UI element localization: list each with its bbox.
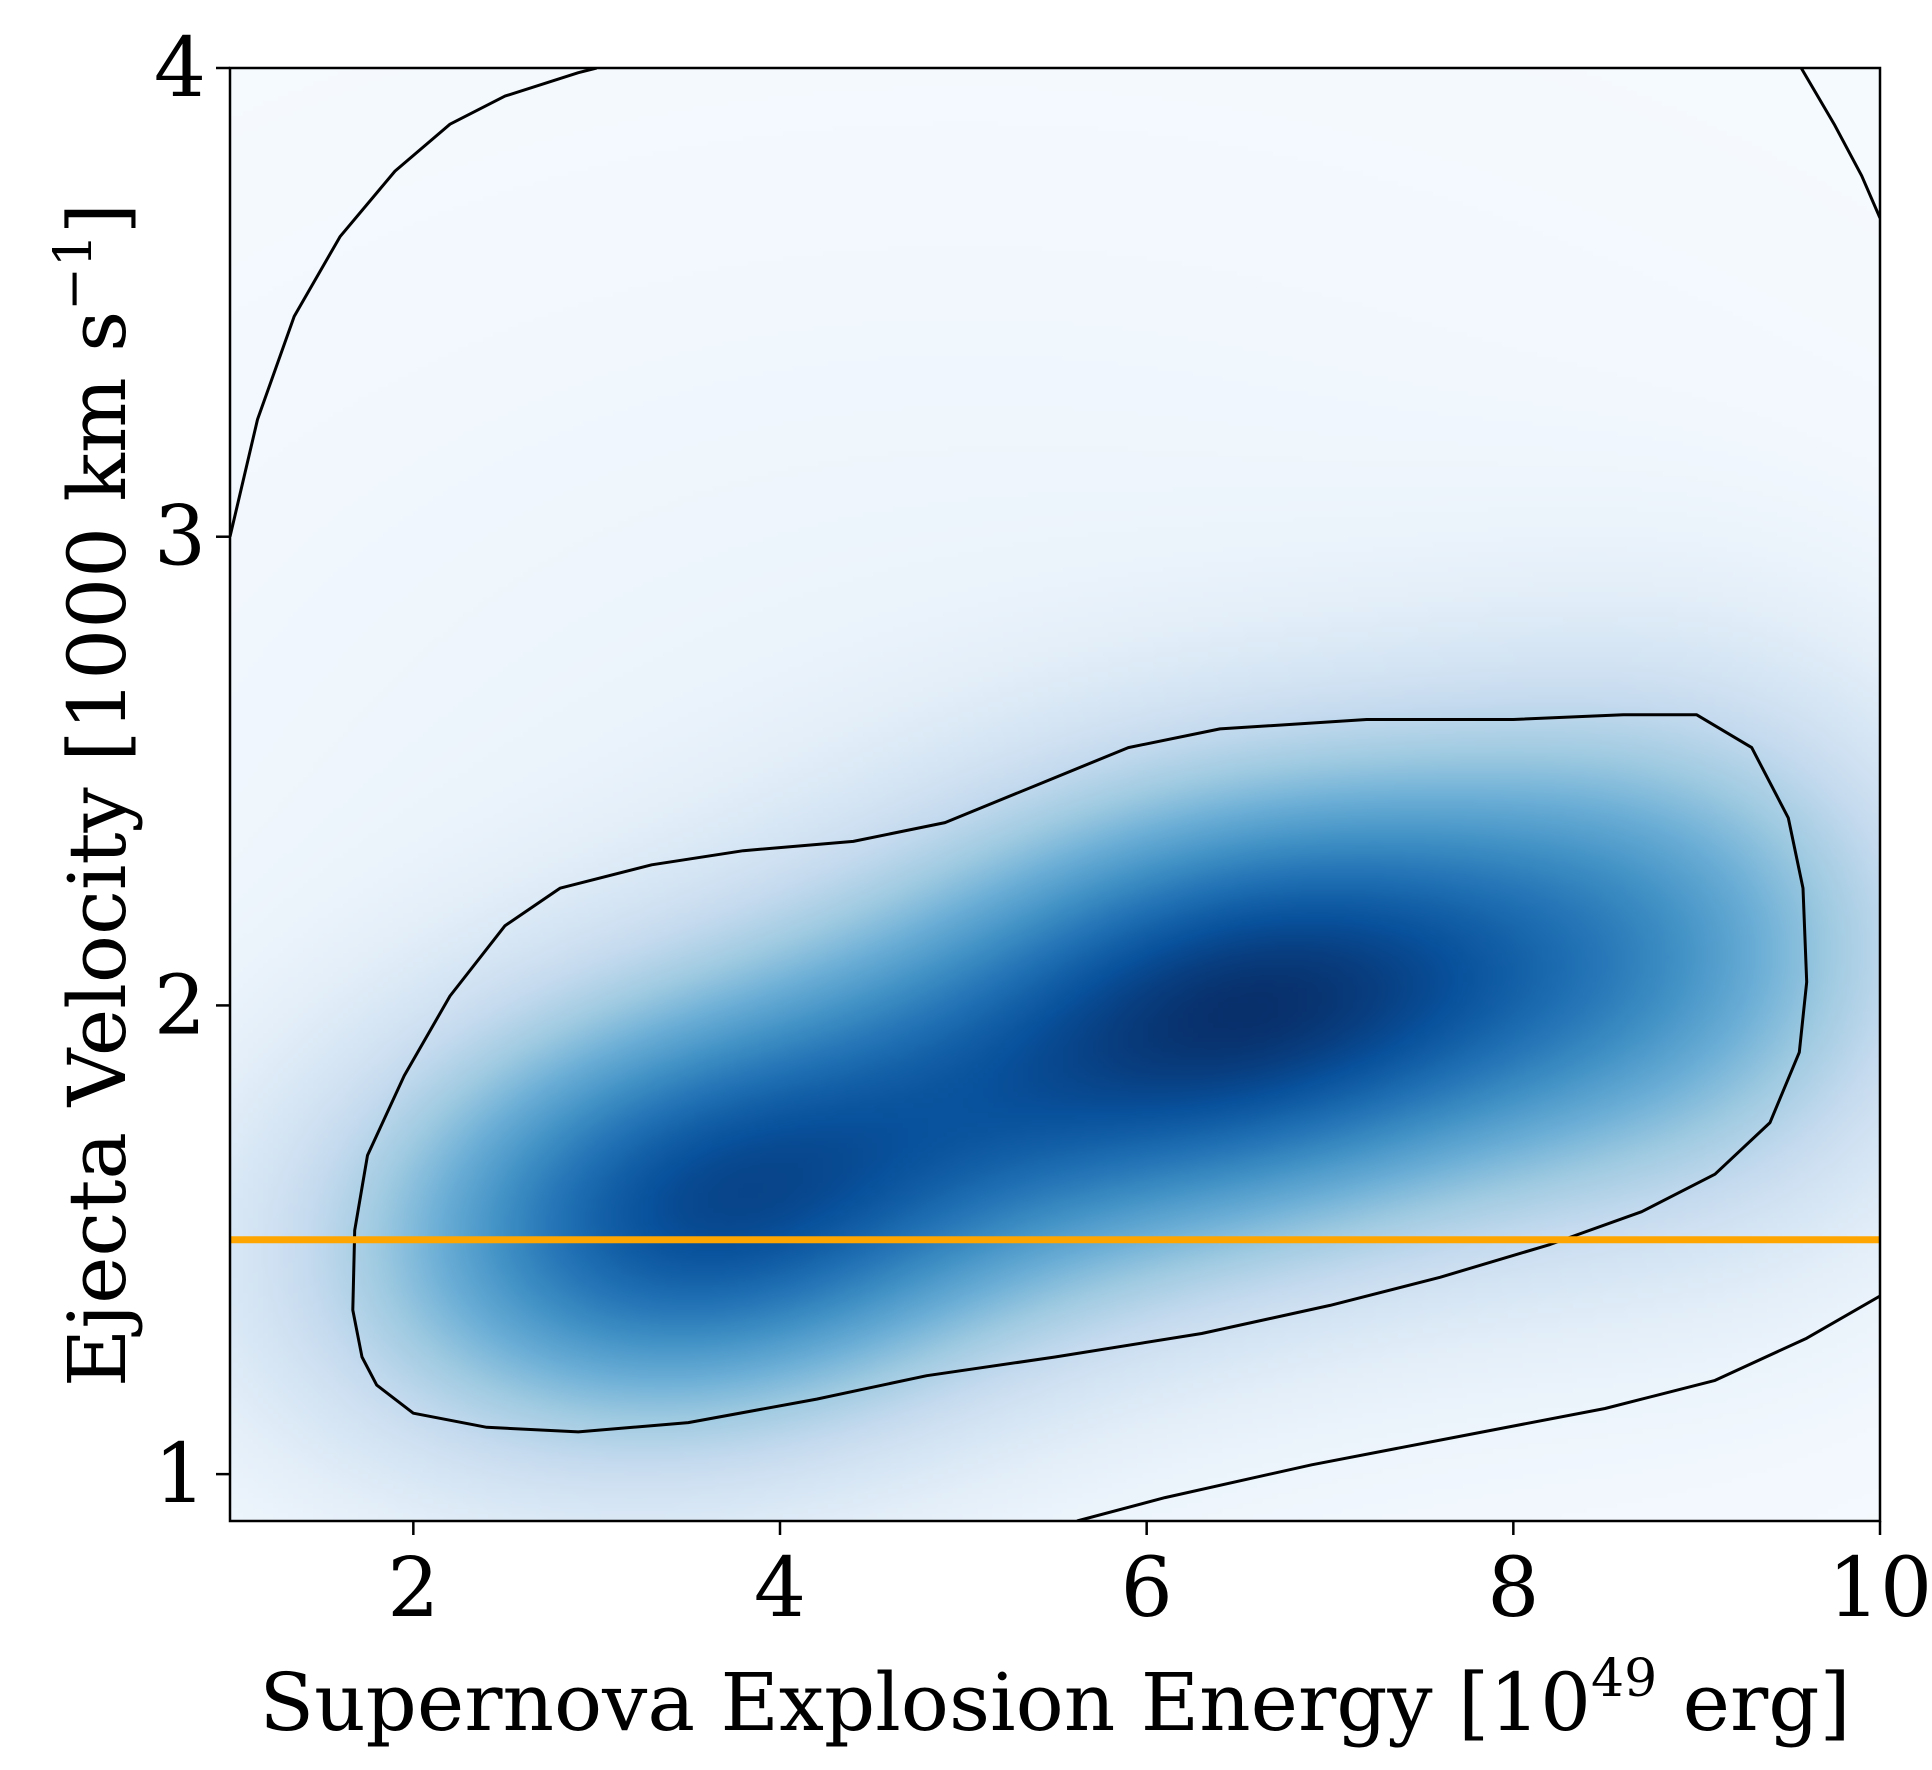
contours-group [230, 68, 1880, 1521]
inner-contour [351, 713, 1809, 1434]
x-axis-title-exponent: 49 [1591, 1649, 1657, 1709]
y-axis-title-text: Ejecta Velocity [1000 km s [51, 311, 144, 1387]
x-tick-label: 10 [1828, 1541, 1932, 1636]
x-axis-title-suffix: erg] [1657, 1656, 1850, 1749]
y-axis-ticks: 1 2 3 4 [154, 21, 230, 1522]
x-axis-ticks: 2 4 6 8 10 [387, 1521, 1932, 1636]
y-axis-title-suffix: ] [51, 203, 144, 234]
x-axis-title: Supernova Explosion Energy [1049 erg] [259, 1649, 1850, 1749]
outer-contour-top-left [230, 68, 598, 538]
y-tick-label: 3 [154, 490, 206, 585]
x-axis-title-text: Supernova Explosion Energy [10 [259, 1656, 1591, 1749]
y-tick-label: 4 [154, 21, 206, 116]
y-axis-title: Ejecta Velocity [1000 km s−1] [44, 203, 144, 1387]
density-heatmap [230, 68, 1880, 1521]
x-tick-label: 2 [387, 1541, 439, 1636]
y-axis-title-exponent: −1 [44, 234, 104, 311]
outer-contour-top-right [1799, 68, 1880, 219]
y-tick-label: 1 [154, 1427, 206, 1522]
plot-frame [228, 66, 1882, 1523]
x-tick-label: 4 [754, 1541, 806, 1636]
outer-contour-bottom-right [1076, 1294, 1880, 1521]
x-tick-label: 8 [1487, 1541, 1539, 1636]
x-tick-label: 6 [1121, 1541, 1173, 1636]
y-tick-label: 2 [154, 958, 206, 1053]
